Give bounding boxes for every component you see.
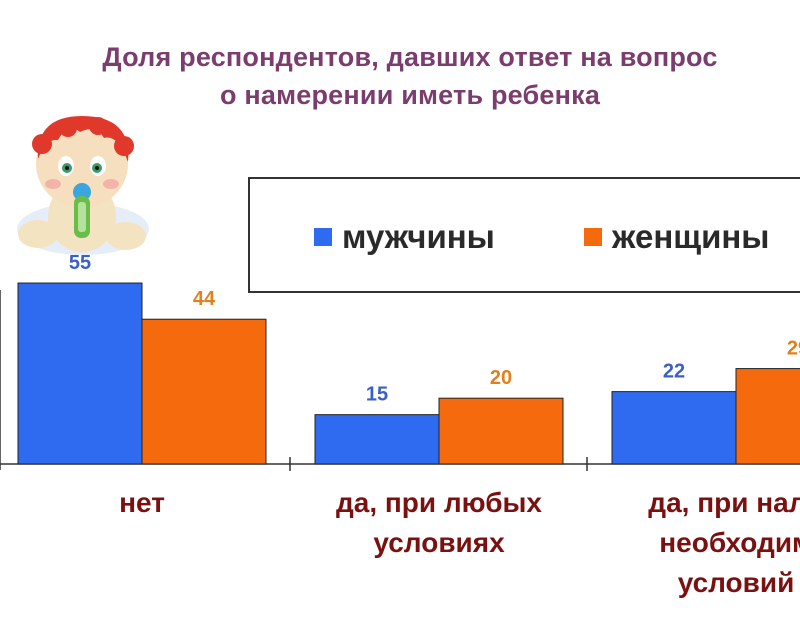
legend-swatch-men [314,228,332,246]
chart-title: Доля респондентов, давших ответ на вопро… [0,38,800,114]
legend-swatch-women [584,228,602,246]
bar-0-2 [611,391,737,465]
legend: мужчины женщины [248,177,800,293]
category-label-0: нет [0,483,292,523]
chart-title-line-2: о намерении иметь ребенка [219,80,601,110]
data-label-0-1: 15 [366,384,388,406]
category-label-1-line-0: да, при любых [335,487,543,518]
bar-1-2 [735,368,800,465]
data-label-0-2: 22 [663,361,685,383]
category-label-0-line-0: нет [119,487,165,518]
baby-illustration [17,116,149,255]
data-label-1-2: 29 [787,338,800,360]
data-label-1-0: 44 [193,288,216,310]
chart-title-line-1: Доля респондентов, давших ответ на вопро… [102,42,718,72]
legend-label-men: мужчины [342,218,495,255]
category-label-1-line-1: условиях [373,527,505,558]
legend-item-women: женщины [584,218,770,255]
bar-0-0 [17,282,143,465]
category-label-2-line-1: необходим [659,527,800,558]
category-label-2-line-2: условий [677,567,795,598]
category-label-1: да, при любых условиях [289,483,589,563]
category-label-2-line-0: да, при нали [648,487,800,518]
legend-label-women: женщины [612,218,770,255]
bar-0-1 [314,414,440,465]
data-label-1-1: 20 [490,367,512,389]
bar-1-0 [141,318,267,465]
bar-1-1 [438,397,564,465]
legend-item-men: мужчины [314,218,495,255]
data-label-0-0: 55 [69,252,91,274]
category-label-2: да, при нали необходим условий [586,483,800,603]
